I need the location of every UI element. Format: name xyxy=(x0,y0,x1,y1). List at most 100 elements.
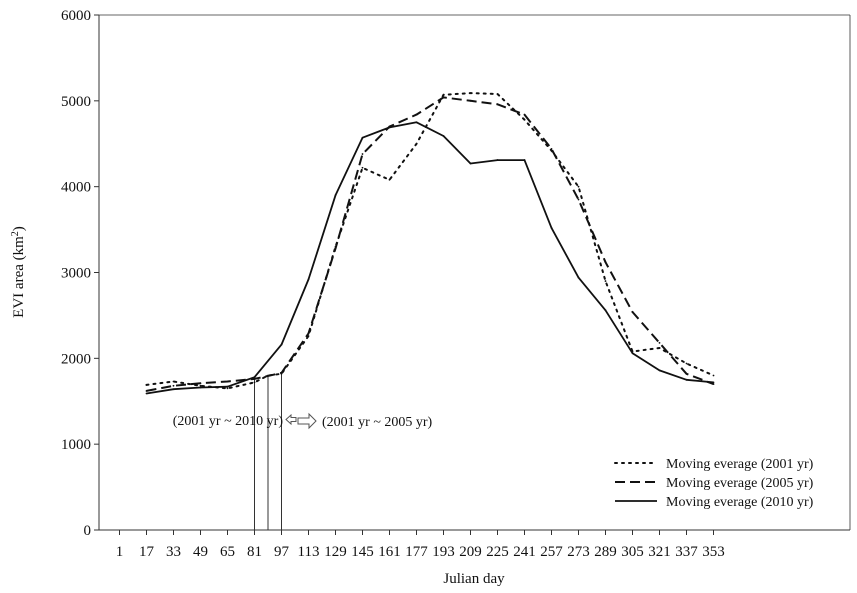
y-tick-label: 0 xyxy=(84,523,92,539)
data-point xyxy=(469,92,472,95)
data-point xyxy=(307,332,310,335)
x-tick-label: 353 xyxy=(702,544,725,560)
x-ticks: 1 17 33 49 65 81 97 113 129 145 161 177 193 209 225 241… xyxy=(116,530,725,560)
data-point xyxy=(415,121,418,124)
data-point xyxy=(712,374,715,377)
x-tick-label: 161 xyxy=(378,544,401,560)
data-point xyxy=(253,378,256,380)
data-point xyxy=(523,113,526,116)
y-tick-label: 6000 xyxy=(61,8,91,24)
annotation-1-label: (2001 yr ~ 2010 yr) xyxy=(173,414,284,429)
x-tick-label: 257 xyxy=(540,544,563,560)
x-tick-label: 97 xyxy=(274,544,290,560)
legend-label-1: Moving everage (2001 yr) xyxy=(666,457,814,472)
data-point xyxy=(172,384,175,387)
data-point xyxy=(631,311,634,313)
data-point xyxy=(658,341,661,344)
x-tick-label: 321 xyxy=(648,544,671,560)
x-axis-title: Julian day xyxy=(443,571,505,587)
legend: Moving everage (2001 yr) Moving everage (… xyxy=(614,457,814,510)
data-point xyxy=(712,381,715,384)
series-line-3 xyxy=(146,121,714,395)
left-arrow-icon xyxy=(285,413,297,426)
data-point xyxy=(496,159,499,161)
data-point xyxy=(361,136,364,139)
data-point xyxy=(199,386,202,389)
data-point xyxy=(496,103,499,106)
data-point xyxy=(469,99,472,102)
data-point xyxy=(226,385,229,388)
x-tick-label: 289 xyxy=(594,544,617,560)
data-point xyxy=(415,113,418,116)
x-tick-label: 145 xyxy=(351,544,374,560)
data-point xyxy=(577,198,580,201)
series-group xyxy=(145,92,715,395)
data-point xyxy=(658,369,661,372)
y-tick-label: 4000 xyxy=(61,180,91,196)
x-tick-label: 33 xyxy=(166,544,181,560)
data-point xyxy=(145,384,148,386)
data-point xyxy=(604,309,607,312)
plot-frame xyxy=(98,14,851,531)
data-point xyxy=(712,383,715,385)
data-point xyxy=(280,343,283,346)
x-tick-label: 241 xyxy=(513,544,536,560)
data-point xyxy=(496,93,499,95)
data-point xyxy=(361,166,364,169)
x-tick-label: 305 xyxy=(621,544,644,560)
data-point xyxy=(685,362,688,365)
annotation-2: (2001 yr ~ 2005 yr) xyxy=(297,412,433,430)
x-tick-label: 129 xyxy=(324,544,347,560)
data-point xyxy=(604,261,607,264)
y-tick-label: 3000 xyxy=(61,266,91,282)
legend-label-2: Moving everage (2005 yr) xyxy=(666,476,814,491)
data-point xyxy=(658,347,661,349)
annotation-1: (2001 yr ~ 2010 yr) xyxy=(173,413,297,429)
x-tick-label: 1 xyxy=(116,544,124,560)
x-tick-label: 209 xyxy=(459,544,482,560)
annotation-lines xyxy=(254,372,282,530)
data-point xyxy=(253,381,256,384)
x-tick-label: 81 xyxy=(247,544,262,560)
x-tick-label: 225 xyxy=(486,544,509,560)
data-point xyxy=(361,153,364,155)
data-point xyxy=(145,392,148,395)
x-tick-label: 17 xyxy=(139,544,155,560)
data-point xyxy=(172,380,175,383)
series-line-2 xyxy=(146,96,714,392)
data-point xyxy=(550,226,553,229)
x-tick-label: 193 xyxy=(432,544,455,560)
data-point xyxy=(577,276,580,279)
data-point xyxy=(280,372,283,374)
right-arrow-icon xyxy=(297,412,317,430)
data-point xyxy=(415,142,418,145)
data-point xyxy=(442,96,445,99)
data-point xyxy=(226,380,229,383)
y-tick-label: 5000 xyxy=(61,94,91,110)
data-point xyxy=(388,178,391,181)
data-point xyxy=(145,390,148,392)
x-tick-label: 273 xyxy=(567,544,590,560)
data-point xyxy=(523,159,526,161)
y-tick-label: 1000 xyxy=(61,437,91,453)
data-point xyxy=(442,93,445,96)
data-point xyxy=(631,352,634,355)
series-line-1 xyxy=(145,92,715,390)
data-point xyxy=(442,135,445,137)
y-ticks: 0 1000 2000 3000 4000 5000 6000 xyxy=(61,8,99,539)
data-point xyxy=(685,378,688,381)
data-point xyxy=(199,384,202,387)
data-point xyxy=(253,376,256,379)
data-point xyxy=(550,148,553,150)
y-axis-title: EVI area (km2) xyxy=(10,226,28,318)
x-tick-label: 337 xyxy=(675,544,698,560)
x-tick-label: 113 xyxy=(298,544,320,560)
data-point xyxy=(469,162,472,165)
x-tick-label: 49 xyxy=(193,544,208,560)
data-point xyxy=(199,382,202,385)
data-point xyxy=(604,280,607,282)
data-point xyxy=(334,247,337,250)
data-point xyxy=(685,372,688,375)
annotation-2-label: (2001 yr ~ 2005 yr) xyxy=(322,415,433,430)
